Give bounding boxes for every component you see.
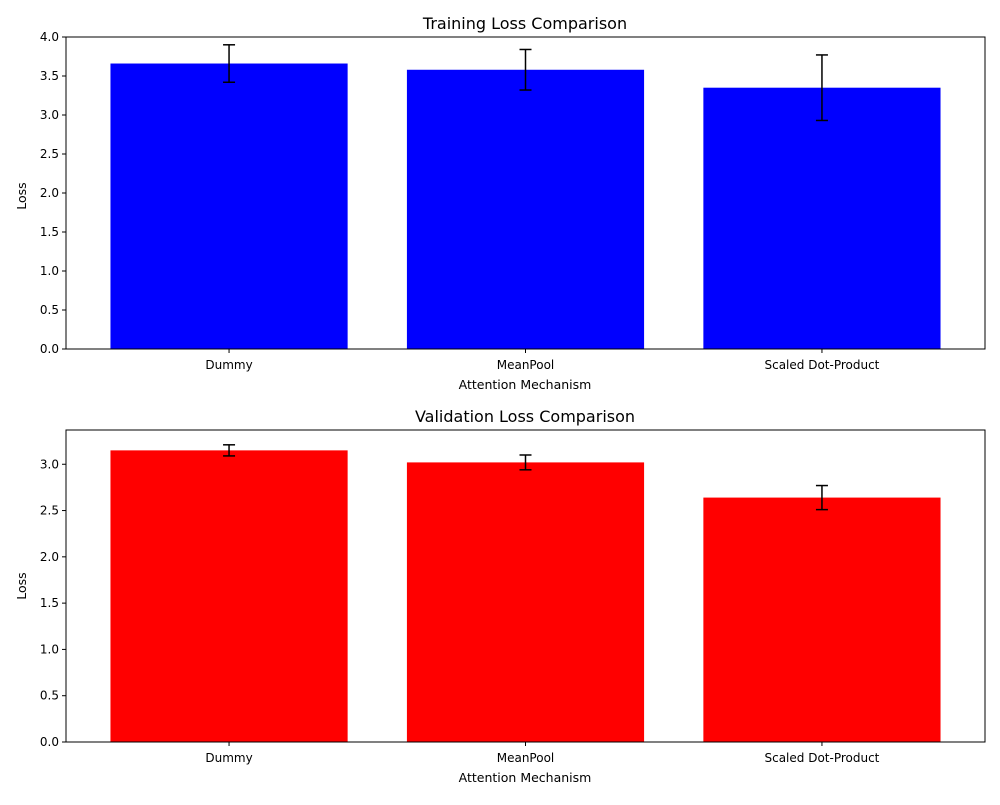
training-y-tick-label-7: 3.5: [40, 69, 59, 83]
validation-error-bar-2: [815, 484, 828, 511]
validation-bar-0: [110, 450, 348, 742]
validation-error-bar-1: [519, 454, 532, 471]
validation-y-tick-label-1: 0.5: [40, 689, 59, 703]
validation-plot-area: 0.0 0.5 1.0 1.5 2.0 2.5 3.0 Dummy MeanPool Scaled…: [40, 429, 986, 765]
training-bar-0: [110, 63, 348, 350]
validation-chart-title: Validation Loss Comparison: [415, 407, 635, 426]
validation-x-tick-label-2: Scaled Dot-Product: [764, 751, 879, 765]
validation-error-bar-0: [223, 444, 236, 457]
validation-y-axis-label: Loss: [14, 572, 29, 599]
training-y-tick-label-1: 0.5: [40, 303, 59, 317]
training-y-tick-label-2: 1.0: [40, 264, 59, 278]
training-chart-title: Training Loss Comparison: [422, 14, 627, 33]
training-loss-chart: Training Loss Comparison Attention Mecha…: [14, 14, 986, 392]
training-y-tick-label-0: 0.0: [40, 342, 59, 356]
training-bar-2: [703, 87, 941, 349]
validation-y-tick-label-3: 1.5: [40, 596, 59, 610]
validation-y-tick-label-0: 0.0: [40, 735, 59, 749]
validation-x-tick-label-0: Dummy: [205, 751, 252, 765]
training-bar-1: [406, 69, 645, 349]
training-y-axis-label: Loss: [14, 182, 29, 209]
validation-bar-2: [703, 497, 941, 742]
validation-y-tick-label-4: 2.0: [40, 550, 59, 564]
training-error-bar-2: [815, 54, 828, 122]
training-x-tick-label-1: MeanPool: [497, 358, 555, 372]
training-y-tick-label-8: 4.0: [40, 30, 59, 44]
validation-y-tick-label-5: 2.5: [40, 504, 59, 518]
validation-y-tick-label-2: 1.0: [40, 642, 59, 656]
validation-y-tick-label-6: 3.0: [40, 457, 59, 471]
training-x-axis-label: Attention Mechanism: [459, 377, 592, 392]
training-error-bar-0: [223, 44, 236, 83]
validation-x-tick-label-1: MeanPool: [497, 751, 555, 765]
training-x-tick-label-2: Scaled Dot-Product: [764, 358, 879, 372]
training-y-tick-label-6: 3.0: [40, 108, 59, 122]
validation-bar-1: [406, 462, 645, 742]
training-y-tick-label-4: 2.0: [40, 186, 59, 200]
training-plot-area: 0.0 0.5 1.0 1.5 2.0 2.5 3.0 3.5 4.0 Dummy MeanPool…: [40, 30, 986, 372]
training-x-tick-label-0: Dummy: [205, 358, 252, 372]
training-y-tick-label-5: 2.5: [40, 147, 59, 161]
training-y-tick-label-3: 1.5: [40, 225, 59, 239]
training-error-bar-1: [519, 48, 532, 91]
validation-x-axis-label: Attention Mechanism: [459, 770, 592, 785]
validation-loss-chart: Validation Loss Comparison Attention Mec…: [14, 407, 986, 785]
